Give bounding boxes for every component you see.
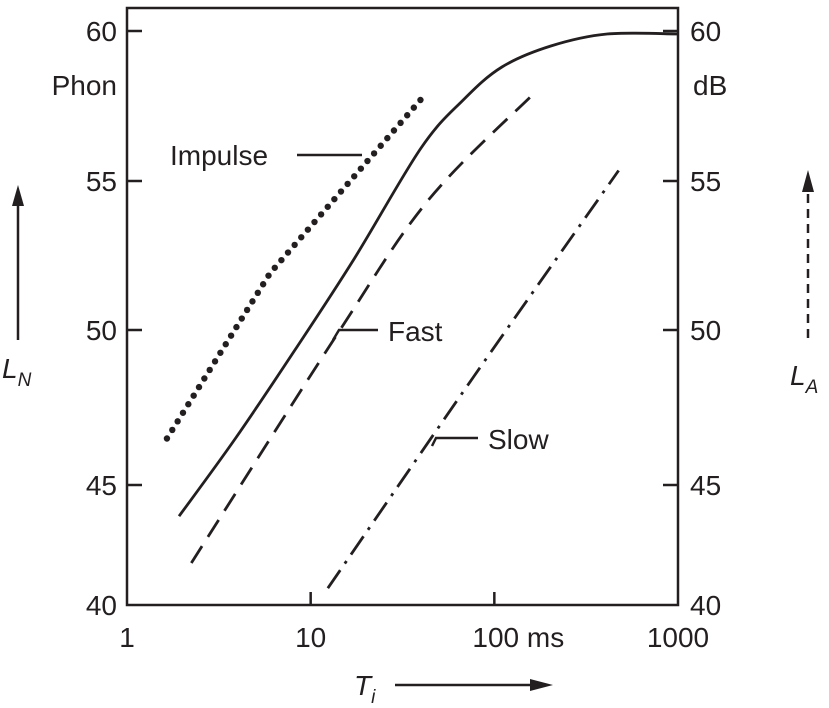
series-dot-impulse bbox=[169, 426, 176, 434]
series-dot-impulse bbox=[317, 211, 325, 218]
y-tick-label-left: 45 bbox=[86, 470, 117, 501]
series-dot-impulse bbox=[179, 409, 187, 416]
series-dot-impulse bbox=[190, 392, 197, 399]
series-dot-impulse bbox=[249, 298, 256, 305]
series-dot-impulse bbox=[174, 418, 181, 425]
series-dot-impulse bbox=[410, 104, 418, 111]
left-unit-label: Phon bbox=[52, 70, 117, 101]
series-dot-impulse bbox=[163, 435, 171, 442]
y-tick-label-right: 50 bbox=[690, 315, 721, 346]
series-dot-impulse bbox=[417, 96, 424, 104]
series-dot-impulse bbox=[291, 241, 298, 249]
series-dot-impulse bbox=[195, 383, 203, 391]
series-dot-impulse bbox=[243, 306, 251, 314]
series-label-slow: Slow bbox=[488, 424, 549, 455]
y-axis-left-label: LN bbox=[2, 185, 32, 391]
y-tick-label-right: 40 bbox=[690, 590, 721, 621]
y-tick-label-left: 60 bbox=[86, 16, 117, 47]
y-tick-label-left: 40 bbox=[86, 590, 117, 621]
x-tick-label: 10 bbox=[295, 622, 326, 653]
series-dot-impulse bbox=[227, 332, 235, 339]
series-dot-impulse bbox=[331, 195, 338, 203]
series-line-fast bbox=[190, 93, 535, 564]
series-dot-impulse bbox=[265, 272, 272, 279]
series-dot-impulse bbox=[311, 218, 318, 226]
series-dot-impulse bbox=[357, 165, 365, 172]
series-dot-impulse bbox=[298, 234, 305, 241]
right-unit-label: dB bbox=[693, 70, 727, 101]
plot-frame bbox=[125, 6, 680, 607]
series-label-impulse: Impulse bbox=[170, 140, 268, 171]
y-axis-right-label: LA bbox=[790, 170, 818, 398]
series-dot-impulse bbox=[351, 173, 358, 180]
svg-text:LN: LN bbox=[2, 353, 32, 391]
series-line-slow bbox=[326, 169, 620, 589]
series-dot-impulse bbox=[370, 150, 378, 157]
x-tick-label: 100 ms bbox=[472, 622, 564, 653]
arrow-right-icon bbox=[530, 679, 553, 691]
series-dot-impulse bbox=[324, 203, 331, 210]
y-tick-label-right: 60 bbox=[690, 16, 721, 47]
series-dot-impulse bbox=[397, 119, 404, 127]
series-dot-impulse bbox=[185, 401, 192, 408]
x-tick-label: 1000 bbox=[647, 622, 709, 653]
series-dot-impulse bbox=[233, 323, 240, 331]
series-dot-impulse bbox=[254, 289, 262, 297]
series-dot-impulse bbox=[206, 366, 213, 374]
series-dot-impulse bbox=[217, 349, 224, 356]
series-dot-impulse bbox=[284, 249, 292, 256]
leader-line-fast bbox=[331, 328, 378, 341]
y-tick-label-right: 45 bbox=[690, 470, 721, 501]
y-tick-label-left: 50 bbox=[86, 315, 117, 346]
x-axis-label: Ti bbox=[354, 670, 553, 708]
series-dot-impulse bbox=[404, 112, 411, 119]
y-tick-label-left: 55 bbox=[86, 166, 117, 197]
series-dot-impulse bbox=[271, 264, 278, 271]
series-dot-impulse bbox=[304, 226, 312, 233]
series-dot-impulse bbox=[259, 281, 267, 288]
arrow-up-icon bbox=[12, 185, 24, 206]
series-dot-impulse bbox=[211, 358, 219, 365]
svg-text:Ti: Ti bbox=[354, 670, 376, 708]
series-dot-impulse bbox=[384, 134, 391, 142]
series-dot-impulse bbox=[201, 375, 208, 382]
series-dot-impulse bbox=[238, 315, 245, 322]
series-dot-impulse bbox=[364, 157, 371, 165]
x-tick-label: 1 bbox=[119, 622, 135, 653]
leader-line-slow bbox=[430, 436, 478, 447]
series-label-fast: Fast bbox=[388, 316, 443, 347]
arrow-up-icon bbox=[802, 170, 814, 192]
svg-text:LA: LA bbox=[790, 360, 818, 398]
series-dot-impulse bbox=[377, 142, 384, 149]
series-dot-impulse bbox=[344, 180, 351, 188]
series-dot-impulse bbox=[337, 188, 345, 195]
series-line-solid bbox=[177, 31, 679, 518]
series-dot-impulse bbox=[390, 127, 398, 134]
series-dot-impulse bbox=[222, 341, 229, 348]
y-tick-label-right: 55 bbox=[690, 166, 721, 197]
series-dot-impulse bbox=[278, 256, 285, 264]
